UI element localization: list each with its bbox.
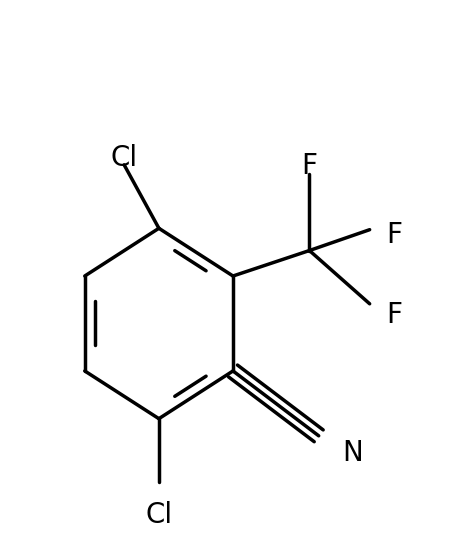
Text: Cl: Cl xyxy=(145,501,172,529)
Text: Cl: Cl xyxy=(110,144,138,172)
Text: N: N xyxy=(342,439,363,467)
Text: F: F xyxy=(386,301,402,330)
Text: F: F xyxy=(302,152,317,180)
Text: F: F xyxy=(386,221,402,250)
